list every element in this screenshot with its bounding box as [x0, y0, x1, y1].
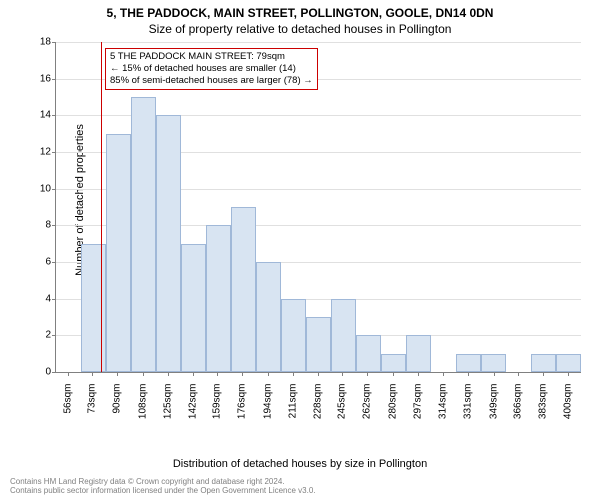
- xtick-mark: [117, 372, 118, 376]
- xtick-label: 125sqm: [162, 384, 173, 434]
- xtick-label: 262sqm: [362, 384, 373, 434]
- xtick-mark: [494, 372, 495, 376]
- xtick-label: 211sqm: [288, 384, 299, 434]
- chart-title: 5, THE PADDOCK, MAIN STREET, POLLINGTON,…: [0, 6, 600, 20]
- histogram-bar: [481, 354, 506, 372]
- xtick-mark: [543, 372, 544, 376]
- histogram-bar: [106, 134, 131, 372]
- xtick-label: 73sqm: [87, 384, 98, 434]
- ytick-mark: [52, 372, 56, 373]
- histogram-bar: [531, 354, 556, 372]
- xtick-mark: [217, 372, 218, 376]
- xtick-label: 176sqm: [237, 384, 248, 434]
- annotation-line3: 85% of semi-detached houses are larger (…: [110, 75, 313, 87]
- xtick-mark: [342, 372, 343, 376]
- xtick-mark: [367, 372, 368, 376]
- xtick-mark: [92, 372, 93, 376]
- x-axis-label: Distribution of detached houses by size …: [0, 458, 600, 470]
- histogram-bar: [131, 97, 156, 372]
- ytick-label: 16: [21, 73, 51, 84]
- xtick-mark: [143, 372, 144, 376]
- histogram-bar: [81, 244, 106, 372]
- marker-line: [101, 42, 102, 372]
- ytick-label: 8: [21, 220, 51, 231]
- footer-line2: Contains public sector information licen…: [10, 486, 590, 496]
- histogram-bar: [181, 244, 206, 372]
- histogram-bar: [206, 225, 231, 372]
- ytick-label: 0: [21, 367, 51, 378]
- xtick-label: 383sqm: [538, 384, 549, 434]
- xtick-label: 297sqm: [413, 384, 424, 434]
- plot-area: 02468101214161856sqm73sqm90sqm108sqm125s…: [55, 42, 581, 373]
- footer: Contains HM Land Registry data © Crown c…: [10, 477, 590, 496]
- ytick-label: 10: [21, 183, 51, 194]
- histogram-bar: [231, 207, 256, 372]
- xtick-label: 314sqm: [437, 384, 448, 434]
- ytick-label: 2: [21, 330, 51, 341]
- histogram-bar: [156, 115, 181, 372]
- marker-annotation: 5 THE PADDOCK MAIN STREET: 79sqm ← 15% o…: [105, 48, 318, 90]
- xtick-mark: [393, 372, 394, 376]
- xtick-mark: [193, 372, 194, 376]
- histogram-bar: [306, 317, 331, 372]
- xtick-mark: [293, 372, 294, 376]
- xtick-label: 366sqm: [513, 384, 524, 434]
- xtick-label: 108sqm: [138, 384, 149, 434]
- ytick-label: 14: [21, 110, 51, 121]
- histogram-bar: [256, 262, 281, 372]
- xtick-mark: [242, 372, 243, 376]
- annotation-line2: ← 15% of detached houses are smaller (14…: [110, 63, 313, 75]
- xtick-label: 349sqm: [488, 384, 499, 434]
- histogram-bar: [556, 354, 581, 372]
- xtick-mark: [68, 372, 69, 376]
- histogram-bar: [356, 335, 381, 372]
- xtick-mark: [518, 372, 519, 376]
- xtick-label: 159sqm: [212, 384, 223, 434]
- xtick-mark: [468, 372, 469, 376]
- bars: [56, 42, 581, 372]
- xtick-mark: [568, 372, 569, 376]
- xtick-label: 56sqm: [62, 384, 73, 434]
- ytick-label: 4: [21, 293, 51, 304]
- xtick-label: 400sqm: [562, 384, 573, 434]
- xtick-mark: [318, 372, 319, 376]
- annotation-line1: 5 THE PADDOCK MAIN STREET: 79sqm: [110, 51, 313, 63]
- xtick-mark: [268, 372, 269, 376]
- footer-line1: Contains HM Land Registry data © Crown c…: [10, 477, 590, 487]
- ytick-label: 12: [21, 147, 51, 158]
- histogram-bar: [331, 299, 356, 372]
- xtick-label: 142sqm: [187, 384, 198, 434]
- histogram-bar: [281, 299, 306, 372]
- chart-subtitle: Size of property relative to detached ho…: [0, 22, 600, 36]
- xtick-label: 245sqm: [337, 384, 348, 434]
- xtick-label: 194sqm: [263, 384, 274, 434]
- ytick-label: 6: [21, 257, 51, 268]
- xtick-label: 331sqm: [462, 384, 473, 434]
- xtick-label: 90sqm: [112, 384, 123, 434]
- xtick-label: 228sqm: [312, 384, 323, 434]
- xtick-mark: [168, 372, 169, 376]
- xtick-label: 280sqm: [388, 384, 399, 434]
- ytick-label: 18: [21, 37, 51, 48]
- histogram-bar: [381, 354, 406, 372]
- xtick-mark: [418, 372, 419, 376]
- histogram-bar: [456, 354, 481, 372]
- xtick-mark: [443, 372, 444, 376]
- histogram-bar: [406, 335, 431, 372]
